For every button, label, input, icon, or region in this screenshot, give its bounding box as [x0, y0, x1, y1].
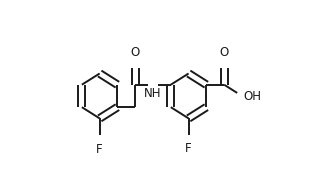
- Text: F: F: [185, 142, 192, 155]
- Text: OH: OH: [243, 90, 261, 103]
- Text: O: O: [220, 46, 229, 59]
- Text: O: O: [131, 46, 140, 59]
- Text: NH: NH: [144, 87, 162, 100]
- Text: F: F: [96, 143, 103, 156]
